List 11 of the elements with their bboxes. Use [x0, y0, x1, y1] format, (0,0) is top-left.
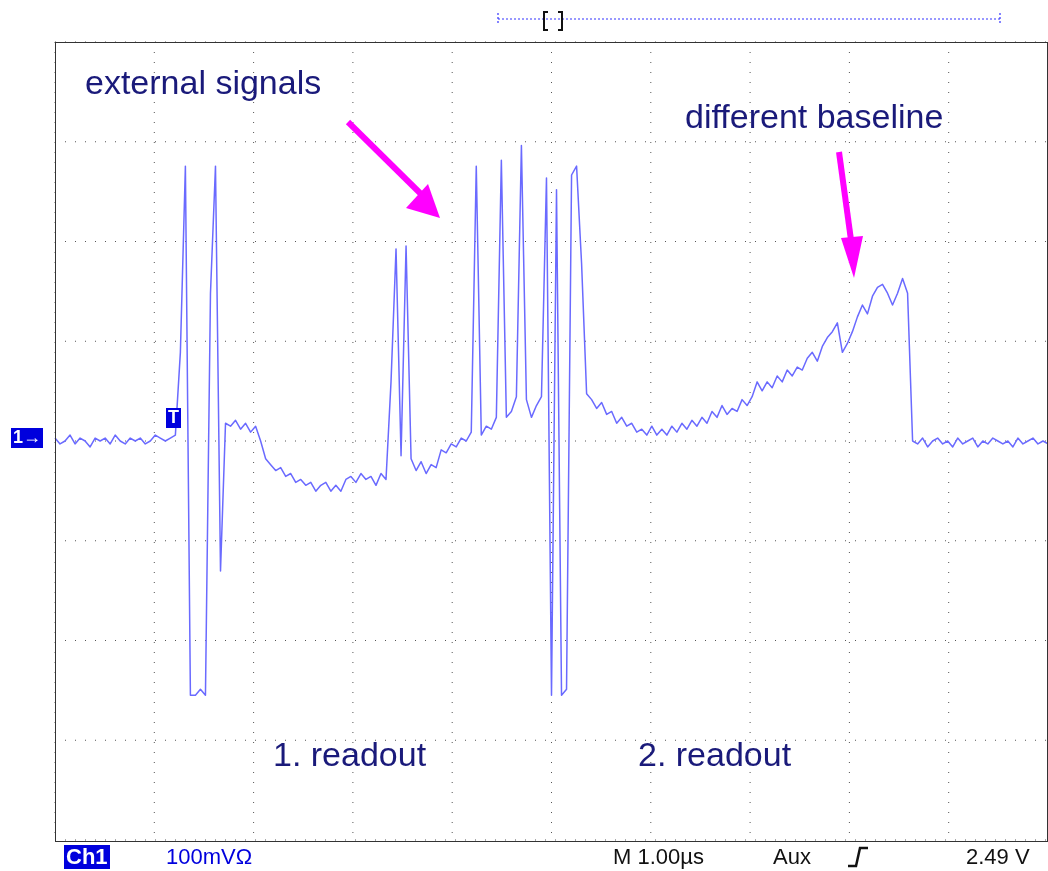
annotation: T	[166, 407, 181, 428]
text: M 1.00µs	[613, 844, 704, 870]
text: 100mVΩ	[166, 844, 253, 870]
text: 1→	[11, 427, 44, 448]
text: 1. readout	[273, 735, 427, 774]
text: different baseline	[685, 97, 944, 136]
text: Aux	[773, 844, 811, 870]
text: external signals	[85, 63, 322, 102]
text: Ch1	[64, 844, 110, 870]
text: 2.49 V	[966, 844, 1030, 870]
text: 2. readout	[638, 735, 792, 774]
